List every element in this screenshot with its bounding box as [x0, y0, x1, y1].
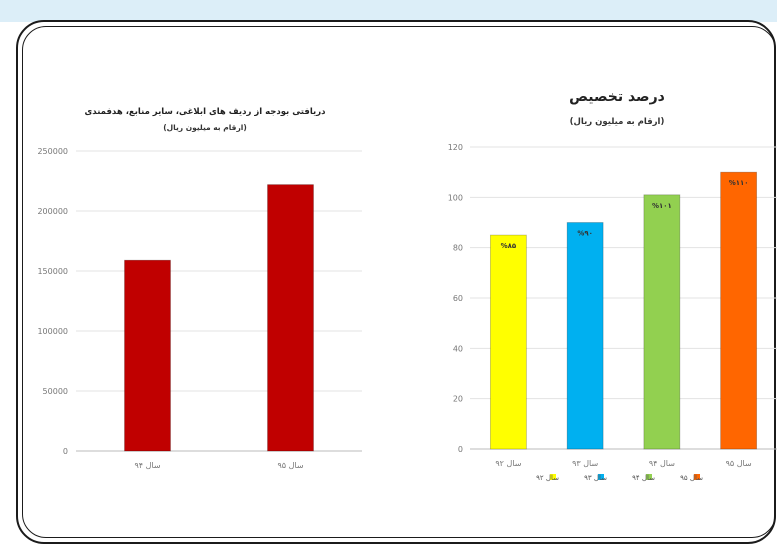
budget-chart-y-tick-label: 200000: [37, 207, 68, 216]
budget-chart-title: دریافتی بودجه از ردیف های ابلاغی، سایر م…: [85, 107, 327, 117]
allocation-chart-y-tick-label: 80: [453, 244, 463, 253]
budget-chart-y-tick-label: 50000: [43, 387, 68, 396]
allocation-chart-data-label: %۹۰: [577, 230, 593, 238]
allocation-chart-y-tick-label: 120: [448, 143, 463, 152]
allocation-chart-legend-swatch: [598, 474, 604, 480]
allocation-chart-data-label: %۱۰۱: [652, 202, 672, 210]
allocation-chart-bar: [489, 234, 527, 450]
budget-chart-subtitle: (ارقام به میلیون ریال): [163, 123, 247, 132]
inner-frame: [22, 26, 776, 538]
budget-chart-bar: [124, 259, 171, 452]
allocation-chart-legend-label: سال ۹۴: [632, 474, 655, 482]
allocation-chart-y-tick-label: 100: [448, 193, 463, 202]
allocation-chart-legend-swatch: [646, 474, 652, 480]
allocation-chart-category-label: سال ۹۵: [726, 459, 752, 468]
allocation-chart-bar: [643, 194, 681, 450]
allocation-chart-legend-label: سال ۹۲: [536, 474, 559, 482]
allocation-chart-y-tick-label: 60: [453, 294, 463, 303]
budget-chart-y-tick-label: 100000: [37, 327, 68, 336]
allocation-chart-legend-label: سال ۹۳: [584, 474, 607, 482]
allocation-chart-subtitle: (ارقام به میلیون ریال): [570, 117, 665, 127]
allocation-chart-y-tick-label: 40: [453, 344, 463, 353]
budget-chart-y-tick-label: 250000: [37, 147, 68, 156]
allocation-chart-data-label: %۱۱۰: [729, 179, 749, 187]
allocation-chart-title: درصد تخصیص: [569, 89, 665, 105]
allocation-chart-category-label: سال ۹۴: [649, 459, 675, 468]
budget-chart-bar: [267, 184, 314, 452]
allocation-chart-y-tick-label: 20: [453, 395, 463, 404]
budget-chart-category-label: سال ۹۵: [277, 461, 303, 470]
budget-chart-category-label: سال ۹۴: [134, 461, 160, 470]
allocation-chart-category-label: سال ۹۳: [572, 459, 598, 468]
budget-chart-y-tick-label: 150000: [37, 267, 68, 276]
allocation-chart-bar: [720, 171, 758, 450]
allocation-chart-y-tick-label: 0: [458, 445, 463, 454]
top-band: [0, 0, 777, 22]
budget-chart-y-tick-label: 0: [63, 447, 68, 456]
allocation-chart-bar: [566, 222, 604, 450]
allocation-chart-category-label: سال ۹۲: [495, 459, 521, 468]
allocation-chart-legend-swatch: [694, 474, 700, 480]
allocation-chart-legend-swatch: [550, 474, 556, 480]
allocation-chart-legend-label: سال ۹۵: [680, 474, 703, 482]
allocation-chart-data-label: %۸۵: [501, 242, 517, 250]
